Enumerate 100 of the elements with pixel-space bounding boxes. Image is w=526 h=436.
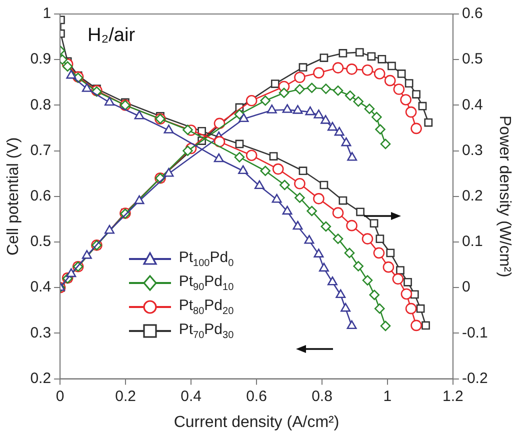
point [327,276,338,286]
y2-tick-label: 0.6 [462,5,483,22]
point [305,106,316,116]
point [238,165,248,174]
point [362,233,374,244]
point [294,192,305,203]
point [278,88,290,98]
y2-tick-label: 0.4 [462,96,483,114]
point [66,268,76,278]
point [214,136,226,148]
point [246,94,258,106]
y-tick-label: 0.5 [30,233,52,250]
point [292,105,303,114]
point [270,80,280,88]
point [260,95,270,106]
point [66,70,76,79]
point [298,63,308,72]
point [338,196,348,205]
point [320,54,328,62]
point [373,247,385,259]
point [344,248,355,258]
x-tick-label: 0.6 [246,388,267,405]
point [338,49,348,58]
point [353,261,364,272]
point [410,320,422,332]
point [294,178,306,190]
point [320,115,331,124]
point [404,278,412,286]
x-tick-label: 1 [383,388,392,405]
point [266,104,277,114]
point [234,152,245,162]
x-tick-label: 0.2 [115,388,136,405]
y-tick-label: 0.7 [30,142,52,159]
x-axis-title: Current density (A/cm²) [174,414,340,431]
point [375,124,386,135]
point [397,70,406,78]
y-tick-label: 0.6 [30,188,52,205]
y-tick-label: 0.9 [30,50,52,68]
point [340,302,351,312]
point [388,62,396,70]
point [332,234,344,244]
point [235,140,244,148]
point [392,273,404,285]
point [372,112,382,122]
y2-tick-label: 0.1 [462,233,483,250]
point [367,52,376,61]
point [332,85,344,96]
point [134,110,144,120]
point [298,166,308,176]
point [380,138,391,150]
point [347,152,358,161]
y-tick-label: 0.8 [30,96,52,114]
y-tick-label: 1 [42,5,52,22]
point [380,320,391,332]
point [182,146,193,156]
point [369,290,380,300]
point [384,74,396,86]
point [418,102,427,110]
y2-tick-label: -0.1 [462,324,488,342]
y-tick-label: 0.2 [30,370,52,387]
x-tick-label: 0.4 [180,388,202,405]
point [378,54,386,64]
point [382,261,394,273]
point [292,220,303,230]
point [362,275,373,286]
point [393,84,405,95]
point [313,67,324,78]
point [405,302,417,314]
point [344,90,356,101]
point [346,64,358,75]
point [405,106,417,118]
point [314,248,324,258]
point [246,150,258,162]
point [353,96,364,107]
point [82,250,92,259]
point [134,195,144,204]
point [62,61,73,72]
legend-label: Pt$_{80}$Pd$_{20}$ [178,297,234,318]
point [346,320,357,330]
point [318,262,329,272]
point [280,180,290,190]
point [362,64,374,76]
y2-tick-label: 0.2 [462,188,483,205]
y2-axis-title: Power density (W/cm²) [496,116,513,278]
point [164,168,174,177]
point [214,153,224,162]
point [254,180,264,190]
point [314,110,324,118]
point [238,113,249,122]
point [260,166,270,176]
point [104,224,114,234]
point [422,321,430,330]
y2-tick-label: 0 [462,278,470,296]
point [104,96,114,106]
y2-tick-label: -0.2 [462,370,488,387]
y2-tick-label: 0.3 [462,142,483,159]
legend-label: Pt$_{100}$Pd$_{0}$ [178,249,234,270]
y-axis-title: Cell potential (V) [5,137,22,256]
point [282,104,292,113]
point [400,288,412,300]
